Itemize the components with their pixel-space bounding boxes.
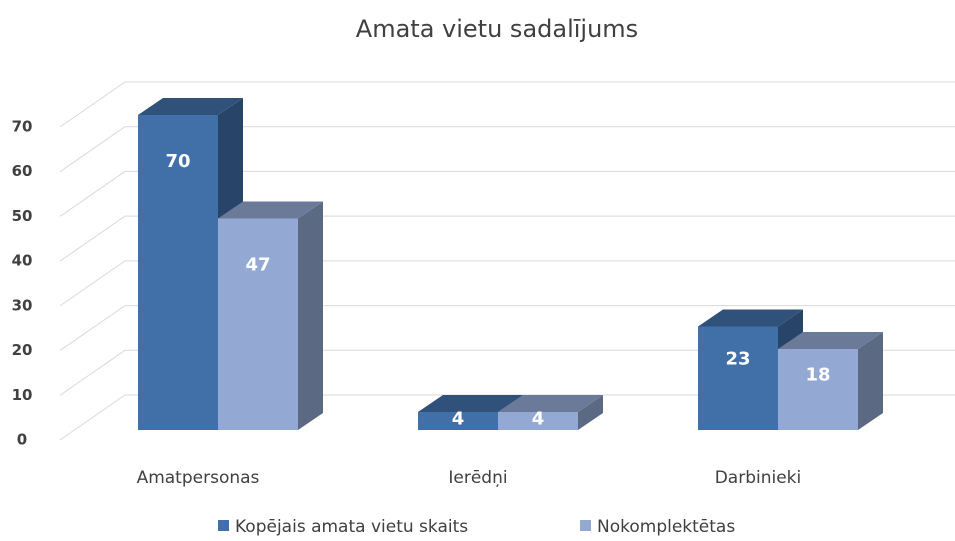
bar-front bbox=[778, 349, 858, 430]
y-tick-label: 40 bbox=[12, 252, 33, 270]
bar-side bbox=[298, 201, 323, 430]
grid-line bbox=[59, 126, 955, 173]
grid-line bbox=[59, 394, 955, 441]
bar-top bbox=[138, 98, 243, 115]
bar-front bbox=[698, 326, 778, 430]
bar bbox=[138, 98, 243, 430]
grid-line bbox=[59, 215, 955, 262]
y-tick-label: 10 bbox=[12, 386, 33, 404]
bar-side bbox=[578, 395, 603, 430]
data-label: 70 bbox=[165, 151, 190, 172]
grid-line bbox=[59, 349, 955, 396]
legend-label: Kopējais amata vietu skaits bbox=[235, 517, 468, 537]
chart-title: Amata vietu sadalījums bbox=[356, 15, 638, 43]
y-tick-label: 0 bbox=[17, 431, 27, 449]
legend-swatch bbox=[218, 520, 229, 531]
grid-line bbox=[59, 260, 955, 307]
data-label: 47 bbox=[245, 255, 270, 276]
bar-top bbox=[218, 201, 323, 219]
y-tick-label: 50 bbox=[12, 207, 33, 225]
data-label: 23 bbox=[725, 349, 750, 370]
bar-top bbox=[778, 332, 883, 349]
x-tick-label: Darbinieki bbox=[715, 468, 802, 488]
bar bbox=[778, 332, 883, 430]
bar-front bbox=[418, 412, 498, 430]
legend-swatch bbox=[580, 520, 591, 531]
x-tick-label: Ierēdņi bbox=[448, 468, 507, 488]
grid-line bbox=[59, 81, 955, 128]
y-tick-label: 70 bbox=[12, 118, 33, 136]
data-label: 18 bbox=[805, 364, 830, 385]
y-tick-label: 60 bbox=[12, 162, 33, 180]
bar-side bbox=[858, 332, 883, 430]
bar-front bbox=[138, 115, 218, 430]
grid-line bbox=[59, 170, 955, 217]
bar-front bbox=[498, 412, 578, 430]
x-tick-label: Amatpersonas bbox=[137, 468, 260, 488]
bar bbox=[218, 201, 323, 430]
bar-top bbox=[418, 395, 523, 412]
legend-label: Nokomplektētas bbox=[597, 517, 735, 537]
bar-top bbox=[498, 395, 603, 412]
data-label: 4 bbox=[452, 408, 465, 429]
grid-line bbox=[59, 305, 955, 351]
data-label: 4 bbox=[532, 408, 545, 429]
y-tick-label: 30 bbox=[12, 296, 33, 314]
bar-front bbox=[218, 218, 298, 430]
bar bbox=[498, 395, 603, 430]
y-tick-label: 20 bbox=[12, 341, 33, 359]
bar-top bbox=[698, 309, 803, 327]
